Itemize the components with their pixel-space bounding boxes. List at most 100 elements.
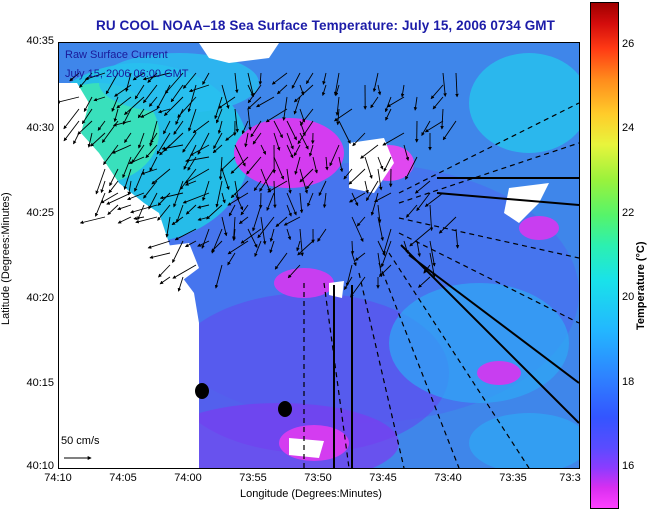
current-vector — [286, 132, 294, 150]
current-vector — [380, 240, 392, 268]
current-vector — [250, 120, 262, 138]
sst-map[interactable]: Raw Surface Current July 15, 2006 06:00 … — [58, 42, 580, 469]
current-vector — [156, 132, 171, 155]
current-vector — [440, 108, 444, 130]
current-vector — [421, 120, 431, 137]
current-vector — [158, 264, 171, 278]
current-vector — [230, 180, 249, 199]
current-vector — [234, 72, 239, 94]
current-vector — [406, 204, 418, 218]
ytick-label: 40:20 — [26, 292, 54, 304]
current-vector — [429, 252, 436, 278]
current-vector — [455, 72, 459, 98]
current-vector — [165, 216, 171, 238]
current-vector — [336, 108, 340, 126]
current-vector — [107, 204, 119, 216]
current-vector — [334, 108, 353, 122]
shipping-lane — [436, 192, 579, 206]
current-vector — [79, 216, 106, 225]
current-vector — [260, 168, 271, 192]
current-vector — [297, 240, 314, 256]
current-vector — [183, 72, 197, 89]
current-vector — [215, 108, 223, 124]
current-vector — [103, 144, 119, 165]
current-vector — [221, 84, 230, 109]
current-vector — [132, 72, 145, 81]
current-vector — [241, 120, 249, 135]
overlay-line1: Raw Surface Current — [65, 49, 168, 61]
current-vector — [182, 132, 197, 153]
current-vector — [234, 144, 246, 167]
current-vector — [294, 156, 301, 175]
current-vector — [343, 168, 353, 180]
figure-title: RU COOL NOAA–18 Sea Surface Temperature:… — [96, 18, 555, 33]
current-vector — [212, 144, 223, 154]
current-vector — [137, 204, 145, 221]
buoy-marker — [195, 383, 209, 399]
current-vector — [156, 84, 171, 110]
current-vector — [293, 96, 301, 115]
colorbar-tick: 16 — [622, 460, 635, 472]
current-vector — [83, 96, 93, 113]
current-vector — [424, 120, 444, 133]
current-vector — [287, 264, 301, 279]
current-vector — [286, 204, 292, 217]
current-vector — [299, 132, 309, 150]
warm-zone — [389, 283, 569, 403]
current-vector — [148, 96, 158, 107]
temperature-colorbar — [590, 2, 619, 509]
current-vector — [297, 120, 314, 145]
colorbar-tick: 20 — [622, 291, 635, 303]
current-vector — [157, 204, 171, 221]
cloud-patch — [289, 438, 324, 458]
current-vector — [338, 120, 351, 145]
current-vector — [247, 228, 258, 248]
current-vector — [385, 108, 392, 121]
current-vector — [184, 240, 197, 248]
current-vector — [164, 72, 184, 94]
current-vector — [131, 144, 145, 164]
current-vector — [286, 120, 297, 141]
current-vector — [286, 228, 292, 241]
current-vector — [232, 228, 236, 242]
current-vector — [253, 180, 262, 192]
land-new-jersey — [59, 83, 199, 468]
current-vector — [348, 192, 366, 203]
current-vector — [254, 240, 262, 257]
current-vector — [418, 276, 431, 288]
current-vector — [90, 132, 106, 147]
current-vector — [100, 192, 119, 204]
current-vector — [174, 228, 197, 241]
current-vector — [227, 252, 236, 266]
current-vector — [63, 108, 80, 130]
current-vector — [247, 108, 252, 131]
current-vector — [140, 168, 158, 175]
current-vector — [100, 180, 106, 194]
current-vector — [183, 144, 197, 170]
current-vector — [335, 96, 340, 116]
current-vector — [269, 228, 275, 242]
current-vector — [79, 72, 93, 88]
ytick-label: 40:30 — [26, 122, 54, 134]
warm-zone — [99, 53, 259, 113]
current-vector — [127, 192, 145, 201]
current-vector — [133, 216, 145, 221]
current-vector — [247, 96, 262, 110]
current-vector — [429, 204, 434, 232]
current-vector — [81, 108, 93, 125]
current-vector — [138, 132, 145, 149]
current-vector — [273, 156, 284, 180]
current-vector — [273, 132, 281, 151]
current-vector — [135, 216, 158, 224]
current-vector — [170, 84, 184, 103]
current-vector — [157, 192, 171, 206]
current-vector — [350, 240, 355, 255]
current-vector — [228, 204, 236, 217]
current-vector — [218, 96, 236, 109]
current-vector — [197, 216, 210, 221]
current-vector — [130, 204, 158, 214]
current-vector — [377, 168, 383, 191]
current-vector — [364, 180, 369, 194]
current-vector — [179, 168, 197, 190]
current-vector — [256, 96, 275, 108]
